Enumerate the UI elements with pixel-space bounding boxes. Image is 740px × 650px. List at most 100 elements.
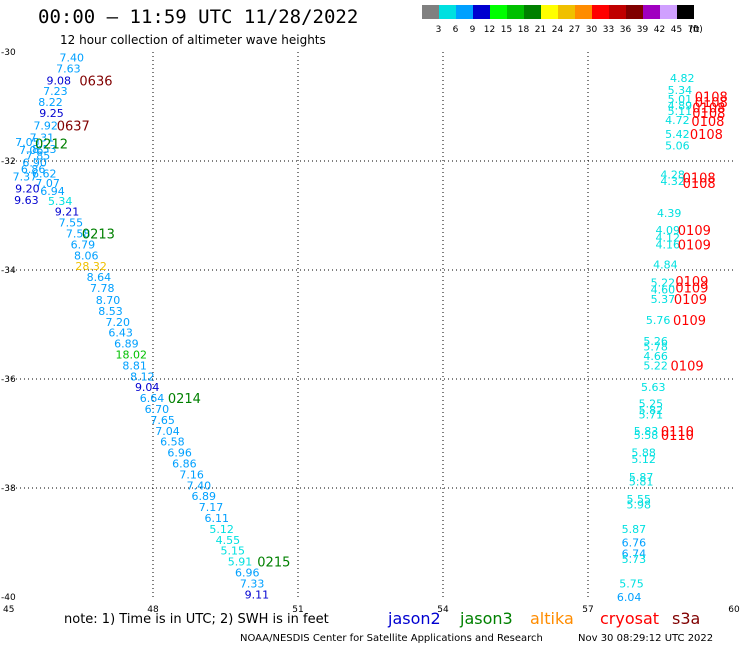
pass-time-label: 0108: [692, 107, 725, 122]
pass-time-label: 0108: [695, 96, 728, 111]
wave-height-value: 6.79: [71, 238, 96, 251]
scale-label: 3: [435, 25, 442, 35]
wave-height-value: 6.90: [22, 157, 47, 170]
scale-label: 45: [670, 25, 683, 35]
wave-height-value: 7.65: [150, 414, 175, 427]
wave-height-value: 7.17: [199, 501, 224, 514]
wave-height-value: 5.15: [221, 545, 246, 558]
wave-height-value: 7.92: [33, 120, 58, 133]
scale-swatch: [575, 5, 592, 19]
wave-height-value: 4.89: [668, 99, 693, 112]
wave-height-value: 18.02: [116, 348, 148, 361]
wave-height-value: 6.62: [32, 168, 57, 181]
wave-height-value: 6.94: [40, 185, 65, 198]
wave-height-value: 4.16: [656, 238, 681, 251]
wave-height-value: 5.37: [651, 293, 676, 306]
scale-label: 36: [619, 25, 632, 35]
lon-tick-label: 57: [582, 605, 593, 615]
pass-time-label: 0108: [683, 177, 716, 192]
scale-swatch: [660, 5, 677, 19]
wave-height-value: 6.86: [21, 163, 46, 176]
wave-height-value: 6.70: [145, 403, 170, 416]
wave-height-value: 6.89: [192, 490, 217, 503]
lon-tick-label: 51: [292, 605, 303, 615]
wave-height-value: 5.82: [639, 404, 664, 417]
satellite-cryosat-label: cryosat: [600, 609, 660, 628]
wave-height-value: 5.11: [668, 105, 693, 118]
wave-height-value: 4.84: [653, 259, 678, 272]
scale-label: 39: [636, 25, 649, 35]
wave-height-value: 8.06: [74, 249, 99, 262]
scale-label: 24: [551, 25, 564, 35]
lat-tick-label: -32: [1, 157, 16, 167]
wave-height-value: 7.31: [30, 132, 55, 145]
wave-height-value: 5.34: [48, 195, 73, 208]
wave-height-value: 5.87: [629, 471, 654, 484]
wave-height-value: 7.04: [155, 425, 180, 438]
wave-height-value: 8.81: [122, 359, 147, 372]
scale-label: 27: [568, 25, 581, 35]
wave-height-value: 9.11: [245, 588, 270, 601]
wave-height-value: 7.55: [59, 217, 84, 230]
pass-time-label: 0109: [671, 359, 704, 374]
wave-height-value: 5.73: [622, 553, 647, 566]
scale-label: 6: [452, 25, 459, 35]
wave-height-value: 9.63: [14, 194, 39, 207]
scale-swatch: [473, 5, 490, 19]
scale-label: 15: [500, 25, 513, 35]
lat-tick-label: -36: [1, 375, 16, 385]
wave-height-value: 8.70: [96, 294, 121, 307]
wave-height-value: 6.89: [114, 338, 139, 351]
wave-height-value: 5.71: [639, 408, 664, 421]
scale-label: 12: [483, 25, 496, 35]
lat-tick-label: -38: [1, 484, 16, 494]
wave-height-value: 5.78: [643, 340, 668, 353]
scale-swatch: [592, 5, 609, 19]
wave-height-value: 8.64: [87, 271, 112, 284]
pass-time-label: 0108: [683, 171, 716, 186]
wave-height-value: 6.76: [622, 537, 647, 550]
issued-timestamp: Nov 30 08:29:12 UTC 2022: [578, 633, 714, 644]
lon-tick-label: 48: [147, 605, 159, 615]
wave-height-value: 4.09: [656, 224, 681, 237]
wave-height-value: 5.22: [651, 277, 676, 290]
wave-height-value: 7.06: [19, 144, 44, 157]
scale-label: 21: [534, 25, 547, 35]
scale-swatch: [456, 5, 473, 19]
scale-swatch: [558, 5, 575, 19]
pass-time-label: 0109: [675, 281, 708, 296]
wave-height-value: 6.86: [172, 457, 197, 470]
wave-height-value: 9.04: [135, 381, 160, 394]
page-title: 00:00 – 11:59 UTC 11/28/2022: [38, 6, 359, 28]
wave-height-value: 5.58: [634, 429, 659, 442]
wave-height-value: 7.16: [179, 468, 204, 481]
wave-height-value: 4.60: [651, 284, 676, 297]
wave-height-value: 4.12: [656, 231, 681, 244]
wave-height-value: 5.75: [619, 577, 644, 590]
wave-height-value: 7.23: [43, 85, 68, 98]
lon-tick-label: 45: [3, 605, 14, 615]
pass-time-label: 0109: [674, 293, 707, 308]
wave-height-value: 8.53: [98, 305, 123, 318]
pass-time-label: 0637: [57, 120, 90, 135]
lon-tick-label: 54: [437, 605, 449, 615]
scale-unit-label: (ft): [689, 25, 703, 35]
pass-time-label: 0110: [661, 429, 694, 444]
pass-time-label: 0215: [257, 556, 290, 571]
wave-height-value: 7.78: [90, 282, 115, 295]
wave-height-value: 5.12: [209, 523, 234, 536]
footer-note: note: 1) Time is in UTC; 2) SWH is in fe…: [64, 612, 329, 627]
wave-height-value: 7.20: [105, 316, 130, 329]
pass-time-label: 0108: [691, 115, 724, 130]
lat-tick-label: -40: [1, 593, 16, 603]
wave-height-value: 5.22: [643, 359, 668, 372]
wave-height-value: 6.43: [108, 327, 133, 340]
wave-height-value: 6.74: [622, 547, 647, 560]
wave-height-value: 9.20: [15, 182, 40, 195]
wave-height-value: 8.53: [32, 143, 57, 156]
pass-time-label: 0109: [675, 275, 708, 290]
wave-height-value: 5.12: [631, 453, 656, 466]
scale-swatch: [439, 5, 456, 19]
wave-height-value: 4.82: [670, 72, 695, 85]
